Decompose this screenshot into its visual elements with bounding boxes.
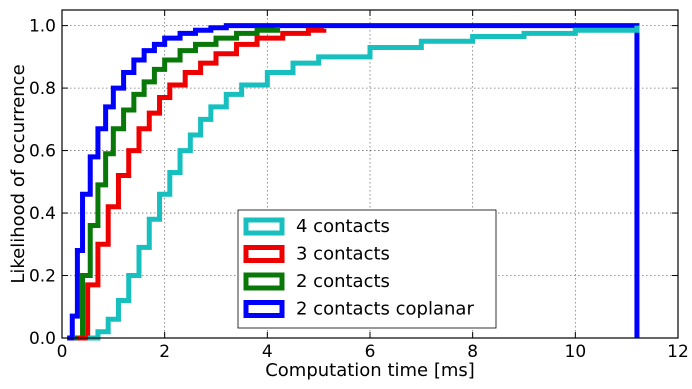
y-tick-label: 0.8 <box>29 79 56 99</box>
legend-swatch-2 <box>243 272 285 291</box>
y-tick-label: 0.2 <box>29 267 56 287</box>
legend-items: 4 contacts 3 contacts 2 contacts 2 contacts… <box>243 216 474 320</box>
y-axis-label: Likelihood of occurrence <box>8 64 29 283</box>
legend-label: 3 contacts <box>296 244 390 265</box>
x-tick-label: 10 <box>565 342 587 362</box>
legend-label: 2 contacts <box>296 271 390 292</box>
legend-swatch-1 <box>243 245 285 263</box>
y-tick-label: 0.4 <box>29 204 56 224</box>
y-tick-label: 0.0 <box>29 329 56 349</box>
series-line-2 <box>74 27 281 341</box>
x-tick-label: 4 <box>262 342 273 362</box>
x-tick-label: 12 <box>667 342 689 362</box>
legend-label: 4 contacts <box>296 216 390 237</box>
legend-swatch-3 <box>243 300 285 318</box>
legend-label: 2 contacts coplanar <box>296 299 474 320</box>
series-line-1 <box>77 27 327 341</box>
y-tick-label: 1.0 <box>29 17 56 37</box>
y-tick-label: 0.6 <box>29 142 56 162</box>
x-axis-label: Computation time [ms] <box>265 360 475 381</box>
x-tick-label: 0 <box>57 342 68 362</box>
x-tick-label: 6 <box>365 342 376 362</box>
legend: 4 contacts 3 contacts 2 contacts 2 contacts… <box>237 209 497 329</box>
x-tick-label: 2 <box>159 342 170 362</box>
series-line-3 <box>67 23 640 341</box>
axis-ticks: 0 2 4 6 8 10 12 0.0 0.2 0.4 0.6 0.8 1.0 <box>29 10 689 362</box>
legend-swatch-0 <box>243 217 285 236</box>
series-lines <box>67 23 640 341</box>
x-tick-label: 8 <box>467 342 478 362</box>
series-line-0 <box>87 25 640 341</box>
